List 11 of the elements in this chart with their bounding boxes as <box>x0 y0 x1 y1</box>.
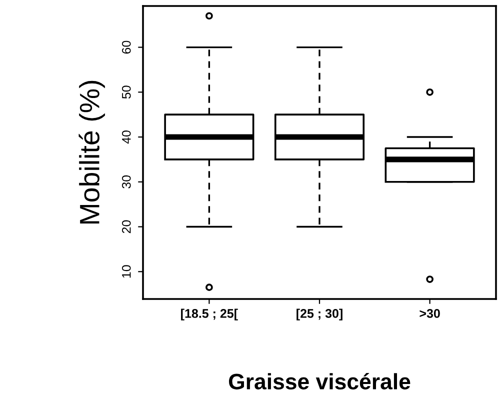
y-tick-label: 30 <box>122 175 131 188</box>
y-axis-title: Mobilité (%) <box>78 80 105 224</box>
y-tick-label: 20 <box>122 220 131 234</box>
y-tick-label: 10 <box>122 265 131 278</box>
x-tick-label: [18.5 ; 25[ <box>181 308 238 320</box>
y-tick-label: 40 <box>122 130 131 144</box>
x-axis-title: Graisse viscérale <box>228 372 410 390</box>
x-tick-label: [25 ; 30] <box>296 308 342 320</box>
x-tick-label: >30 <box>420 309 440 318</box>
y-tick-label: 50 <box>122 86 131 99</box>
y-tick-label: 60 <box>122 40 131 54</box>
